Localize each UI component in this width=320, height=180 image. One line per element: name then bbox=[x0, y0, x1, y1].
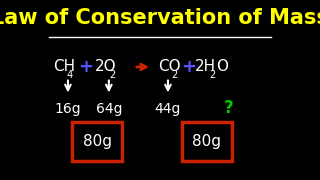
Text: 16g: 16g bbox=[55, 102, 81, 116]
Text: 4: 4 bbox=[67, 70, 73, 80]
Text: +: + bbox=[181, 58, 196, 76]
Text: 2H: 2H bbox=[195, 59, 216, 75]
Text: 80g: 80g bbox=[192, 134, 221, 149]
Text: 44g: 44g bbox=[155, 102, 181, 116]
Text: 80g: 80g bbox=[83, 134, 112, 149]
Text: O: O bbox=[216, 59, 228, 75]
Text: ?: ? bbox=[223, 99, 233, 117]
Text: 64g: 64g bbox=[96, 102, 122, 116]
Text: CO: CO bbox=[158, 59, 180, 75]
Text: 2: 2 bbox=[172, 70, 178, 80]
Text: 2: 2 bbox=[209, 70, 215, 80]
Text: Law of Conservation of Mass: Law of Conservation of Mass bbox=[0, 8, 320, 28]
Text: +: + bbox=[79, 58, 94, 76]
Text: 2: 2 bbox=[109, 70, 115, 80]
Text: 2O: 2O bbox=[95, 59, 117, 75]
Text: CH: CH bbox=[53, 59, 75, 75]
